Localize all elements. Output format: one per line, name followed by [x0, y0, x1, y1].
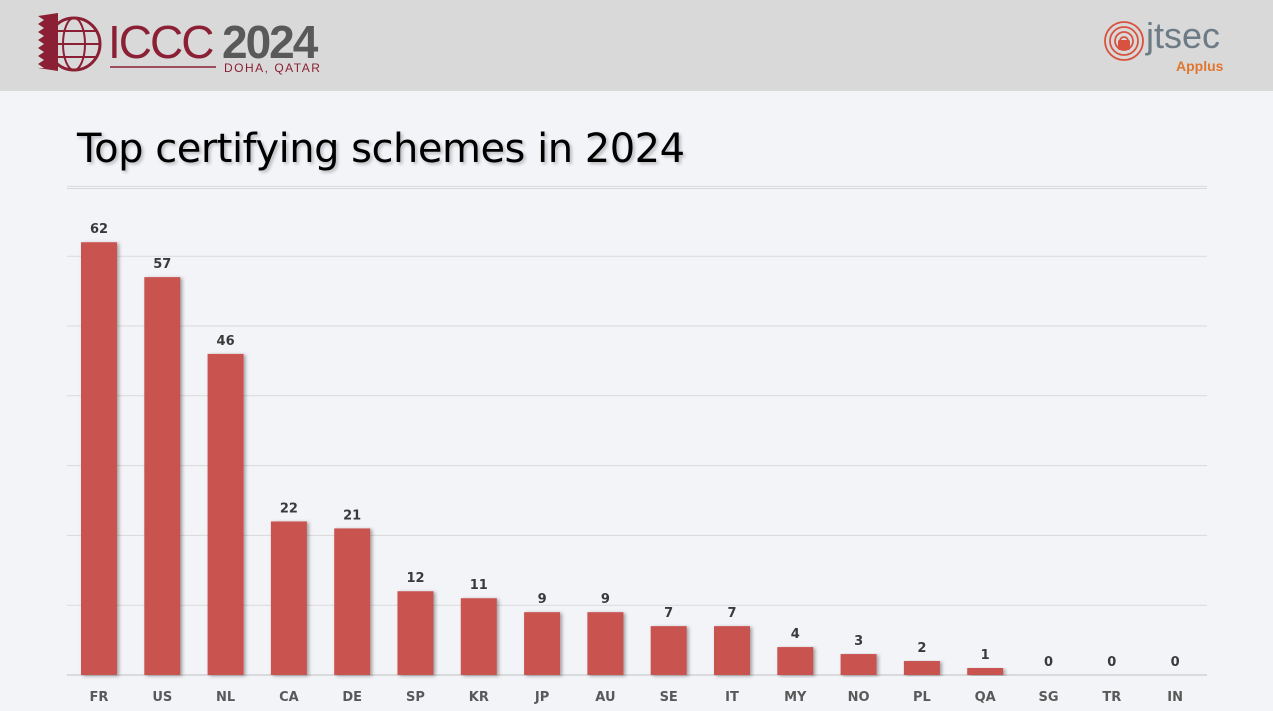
bar-kr: [460, 598, 497, 675]
category-label-jp: JP: [534, 690, 549, 705]
value-label-it: 7: [727, 606, 736, 621]
iccc-logo-text: ICCC: [108, 16, 213, 68]
value-label-qa: 1: [981, 648, 990, 663]
bar-fr: [81, 242, 117, 676]
jtsec-applus-logo: jtsec Applus: [1104, 15, 1224, 74]
category-label-no: NO: [848, 690, 870, 705]
iccc-logo-location: DOHA, QATAR: [224, 61, 321, 75]
bar-my: [777, 647, 814, 675]
value-label-se: 7: [664, 606, 673, 621]
value-label-no: 3: [854, 634, 863, 649]
category-label-sp: SP: [406, 690, 425, 705]
bar-no: [840, 654, 877, 675]
category-label-pl: PL: [913, 690, 931, 705]
value-label-au: 9: [601, 592, 610, 607]
category-label-tr: TR: [1102, 690, 1121, 705]
value-label-fr: 62: [90, 222, 108, 237]
category-label-ca: CA: [279, 690, 299, 705]
category-label-de: DE: [342, 690, 362, 705]
bar-nl: [207, 353, 244, 675]
category-label-kr: KR: [469, 690, 489, 705]
category-label-se: SE: [660, 690, 678, 705]
value-label-sg: 0: [1044, 655, 1053, 670]
bar-qa: [967, 668, 1004, 675]
bar-de: [334, 528, 371, 675]
jtsec-logo-text: jtsec: [1145, 15, 1220, 56]
category-label-us: US: [152, 690, 172, 705]
category-label-qa: QA: [975, 690, 996, 705]
category-label-it: IT: [725, 690, 739, 705]
lock-icon: [1118, 40, 1130, 50]
bar-jp: [524, 612, 561, 675]
value-label-jp: 9: [538, 592, 547, 607]
bar-au: [587, 612, 624, 675]
value-label-sp: 12: [406, 571, 424, 586]
bar-ca: [270, 521, 307, 675]
category-label-in: IN: [1167, 690, 1183, 705]
category-label-nl: NL: [216, 690, 235, 705]
title-divider: [67, 188, 1207, 189]
bar-sp: [397, 591, 434, 675]
chart-category-labels: FR US NL CA DE SP KR JP AU SE IT MY NO PL QA SG TR IN: [90, 690, 1183, 705]
applus-logo-text: Applus: [1176, 58, 1224, 74]
value-label-pl: 2: [917, 641, 926, 656]
slide-header: ICCC 2024 DOHA, QATAR jtsec Applus: [0, 0, 1273, 91]
value-label-ca: 22: [280, 501, 298, 516]
category-label-fr: FR: [90, 690, 109, 705]
iccc-2024-logo: ICCC 2024 DOHA, QATAR: [38, 13, 321, 75]
bar-it: [714, 626, 750, 675]
slide-title: Top certifying schemes in 2024: [77, 126, 685, 172]
value-label-tr: 0: [1107, 655, 1116, 670]
chart-gridlines: [67, 185, 1207, 676]
category-label-sg: SG: [1038, 690, 1058, 705]
value-label-de: 21: [343, 508, 361, 523]
bar-us: [144, 277, 181, 675]
category-label-my: MY: [784, 690, 807, 705]
value-label-in: 0: [1171, 655, 1180, 670]
value-label-us: 57: [153, 257, 171, 272]
bar-se: [650, 626, 687, 675]
value-label-nl: 46: [217, 334, 235, 349]
value-label-kr: 11: [470, 578, 488, 593]
value-label-my: 4: [791, 627, 800, 642]
category-label-au: AU: [595, 690, 615, 705]
iccc-logo-year: 2024: [222, 16, 319, 68]
bar-pl: [903, 661, 940, 675]
chart-bars: [81, 242, 1004, 676]
